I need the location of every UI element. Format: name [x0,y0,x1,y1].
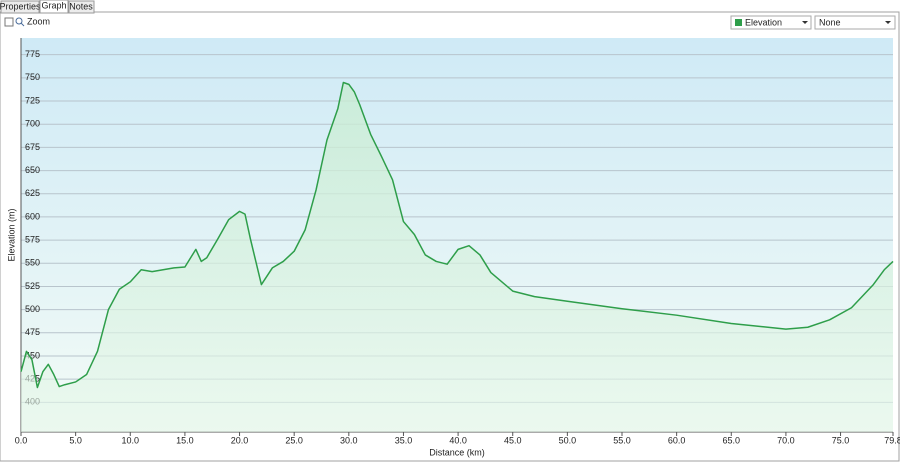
x-tick-label: 15.0 [176,435,194,445]
elevation-area [21,82,893,432]
dropdown-arrow [802,21,808,24]
dropdown-label[interactable]: None [819,17,841,27]
tab-label[interactable]: Properties [0,1,41,11]
x-tick-label: 5.0 [69,435,82,445]
dropdown-arrow [885,21,891,24]
y-tick-label: 600 [25,211,40,221]
x-tick-label: 25.0 [285,435,303,445]
tab[interactable] [0,0,40,14]
x-tick-label: 65.0 [723,435,741,445]
tab-active[interactable] [39,0,69,14]
x-tick-label: 35.0 [395,435,413,445]
y-tick-label: 675 [25,142,40,152]
zoom-icon [20,22,25,27]
tab-label[interactable]: Graph [41,0,66,10]
y-tick-label: 525 [25,281,40,291]
x-tick-label: 30.0 [340,435,358,445]
checkbox[interactable] [4,17,14,27]
elevation-line [20,81,894,389]
dropdown[interactable] [730,15,812,30]
tab[interactable] [68,0,95,14]
x-tick-label: 20.0 [231,435,249,445]
dropdown-label[interactable]: Elevation [745,17,782,27]
x-tick-label: 10.0 [122,435,140,445]
y-tick-label: 475 [25,327,40,337]
x-tick-label: 0.0 [15,435,28,445]
y-tick-label: 650 [25,165,40,175]
dropdown[interactable] [814,15,896,30]
y-tick-label: 575 [25,234,40,244]
x-tick-label: 40.0 [449,435,467,445]
tab-label[interactable]: Notes [69,1,93,11]
y-tick-label: 550 [25,258,40,268]
y-tick-label: 775 [25,49,40,59]
x-tick-label: 45.0 [504,435,522,445]
y-axis-title: Elevation (m) [6,208,16,261]
y-tick-label: 700 [25,119,40,129]
zoom-label[interactable]: Zoom [27,16,50,26]
x-tick-label: 79.8 [884,435,900,445]
y-tick-label: 450 [25,350,40,360]
y-tick-label: 625 [25,188,40,198]
zoom-icon [15,17,23,25]
x-tick-label: 70.0 [777,435,795,445]
x-tick-label: 55.0 [613,435,631,445]
x-tick-label: 60.0 [668,435,686,445]
y-tick-label: 725 [25,95,40,105]
x-tick-label: 75.0 [832,435,850,445]
x-axis-title: Distance (km) [429,447,485,457]
y-tick-label: 750 [25,72,40,82]
color-swatch [735,19,742,26]
y-tick-label: 500 [25,304,40,314]
x-tick-label: 50.0 [559,435,577,445]
